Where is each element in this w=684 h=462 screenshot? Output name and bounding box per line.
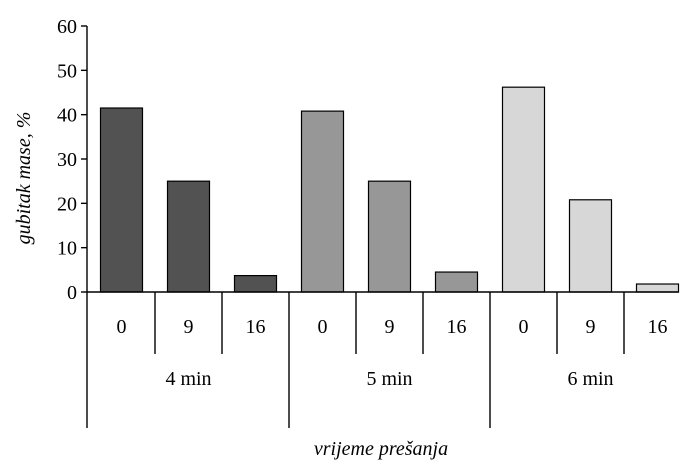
- y-axis-label: gubitak mase, %: [13, 112, 35, 245]
- x-tick-label: 0: [117, 316, 127, 338]
- bar: [501, 86, 546, 293]
- y-tick-label: 60: [57, 16, 77, 38]
- x-tick-label: 9: [184, 316, 194, 338]
- bar: [99, 107, 144, 293]
- x-axis-label: vrijeme prešanja: [314, 438, 448, 460]
- x-tick-label: 0: [519, 316, 529, 338]
- x-axis: 0 9 16 4 min 0 9 16 5 min 0 9 16 6 min: [86, 291, 679, 428]
- bar: [166, 180, 211, 293]
- group-label: 6 min: [567, 368, 613, 390]
- group-label: 4 min: [165, 368, 211, 390]
- x-tick-label: 9: [586, 316, 596, 338]
- y-tick-label: 30: [57, 149, 77, 171]
- bars: [99, 86, 680, 293]
- bar: [635, 283, 680, 293]
- y-tick-label: 50: [57, 60, 77, 82]
- bar: [300, 110, 345, 293]
- y-tick-label: 0: [67, 282, 77, 304]
- bar: [568, 199, 613, 293]
- bar: [434, 271, 479, 293]
- x-tick-label: 16: [447, 316, 467, 338]
- x-tick-label: 0: [318, 316, 328, 338]
- y-axis-ticks: 0 10 20 30 40 50 60: [57, 16, 88, 304]
- x-tick-label: 16: [648, 316, 668, 338]
- group-label: 5 min: [366, 368, 412, 390]
- y-tick-label: 20: [57, 193, 77, 215]
- y-tick-label: 10: [57, 238, 77, 260]
- x-tick-label: 16: [246, 316, 266, 338]
- x-tick-label: 9: [385, 316, 395, 338]
- bar: [233, 274, 278, 293]
- y-tick-label: 40: [57, 105, 77, 127]
- bar: [367, 180, 412, 293]
